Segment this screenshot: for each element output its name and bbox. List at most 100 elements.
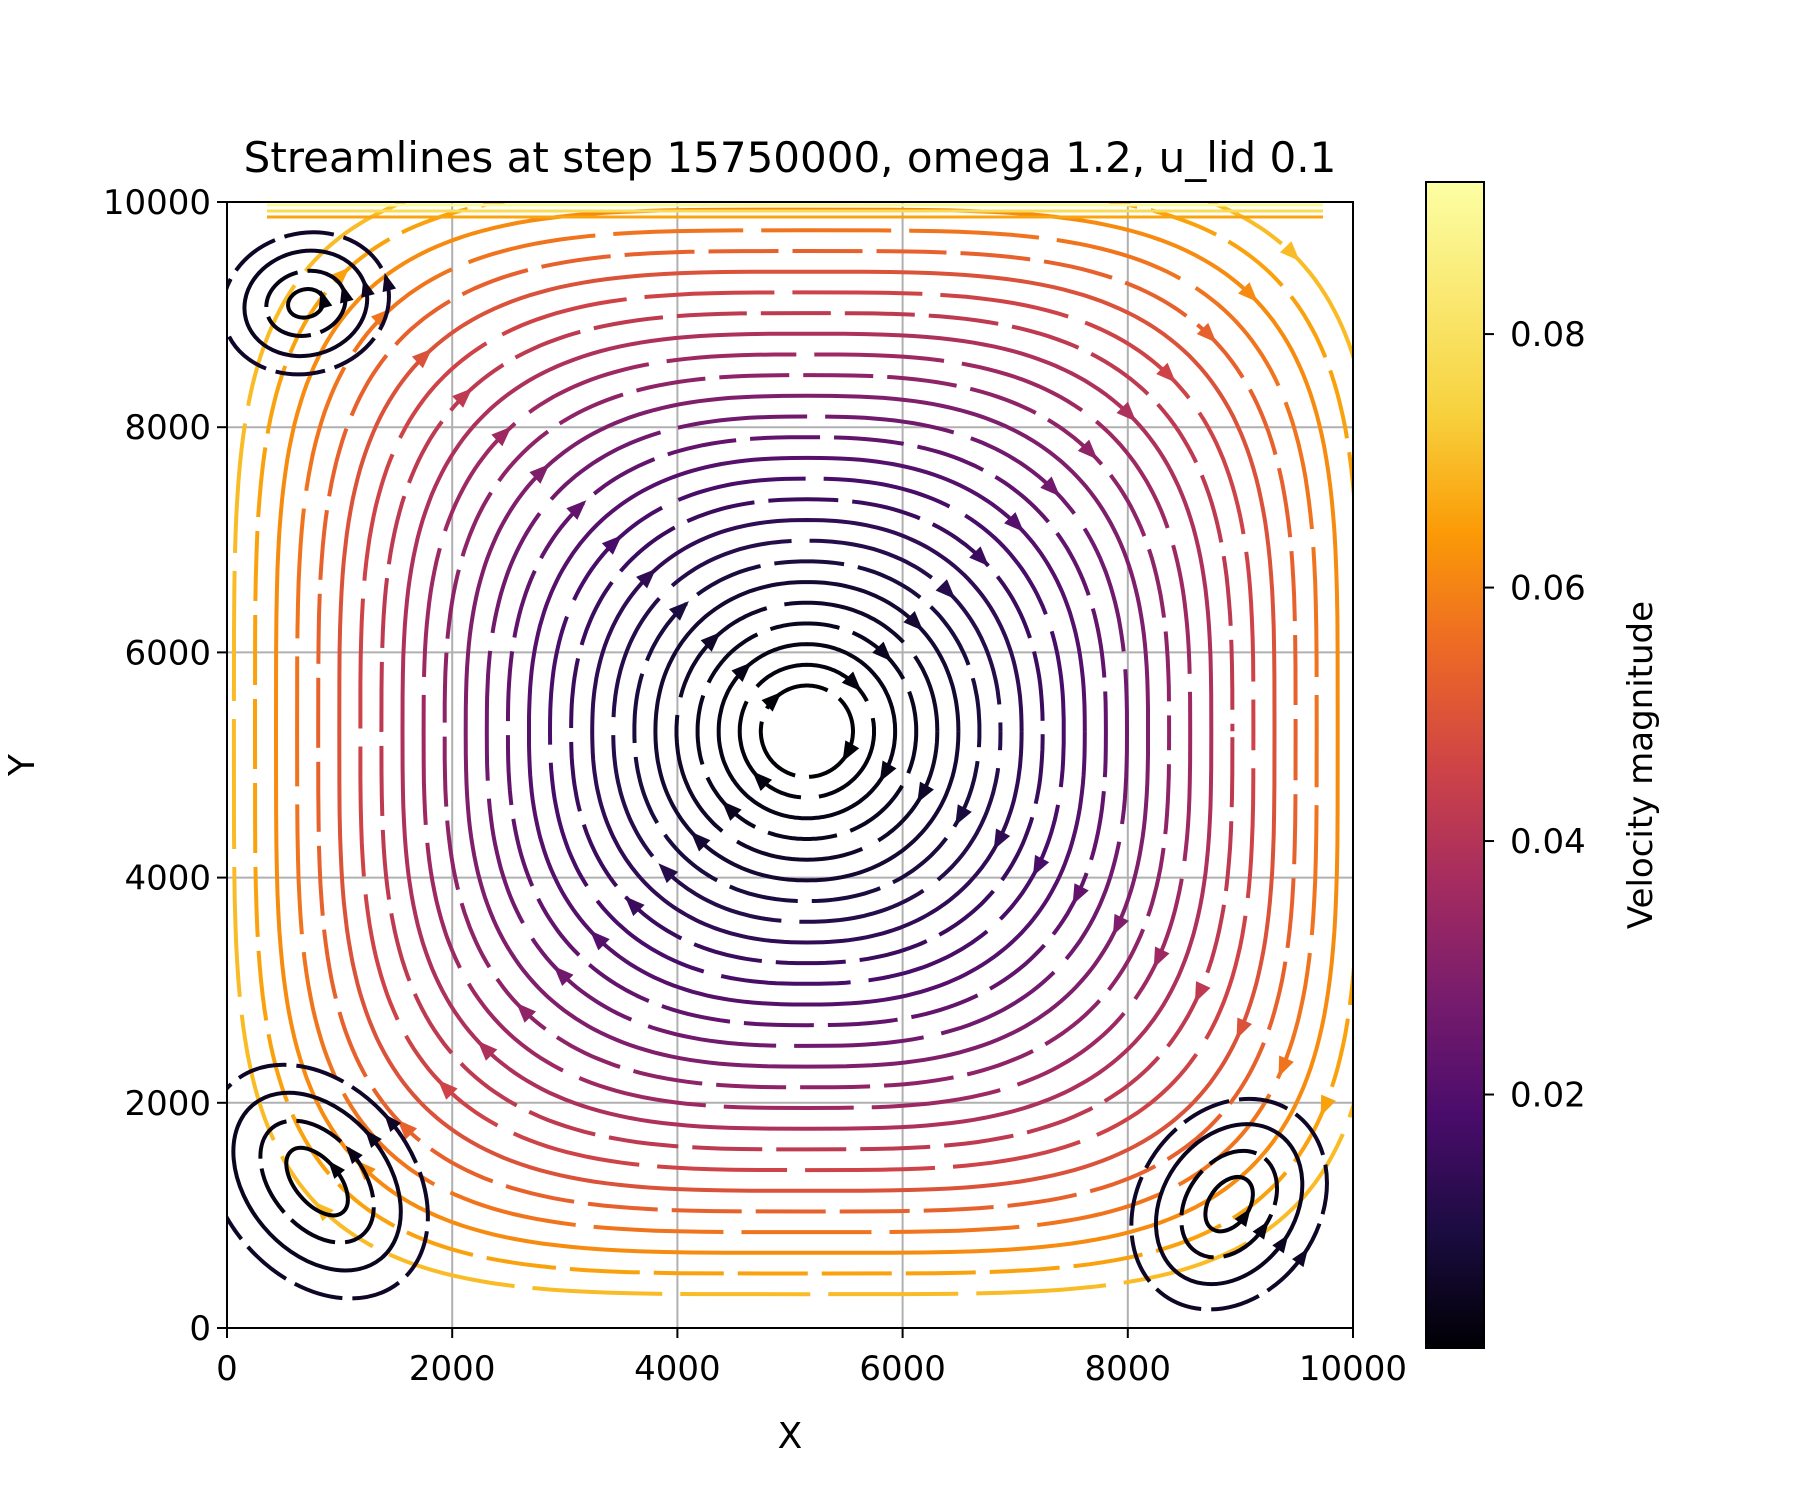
streamline-arrow <box>872 641 892 662</box>
streamline <box>442 373 1172 1090</box>
streamline-arrow <box>1077 439 1098 460</box>
streamline <box>716 642 898 821</box>
streamline <box>611 538 1003 924</box>
colorbar-label: Velocity magnitude <box>1621 601 1661 929</box>
streamline <box>505 435 1108 1028</box>
streamline-arrow <box>516 1002 537 1023</box>
streamline-arrow <box>1252 1220 1269 1240</box>
streamline-arrow <box>397 1119 418 1140</box>
streamline-arrow <box>721 800 742 821</box>
streamline-arrow <box>1072 883 1089 905</box>
y-tick-label: 0 <box>189 1309 211 1349</box>
streamline <box>569 497 1045 966</box>
streamline-arrow <box>553 966 574 986</box>
streamline-arrow <box>1112 913 1129 936</box>
streamline-arrow <box>329 267 350 288</box>
streamline-arrow <box>477 1040 498 1061</box>
y-tick-label: 4000 <box>124 859 211 899</box>
streamline <box>421 352 1193 1111</box>
streamline-arrow <box>690 831 711 852</box>
colorbar-ticks: 0.02 0.04 0.06 0.08 <box>1484 315 1586 1116</box>
streamline <box>337 269 1277 1193</box>
streamline <box>484 414 1129 1048</box>
chart-title: Streamlines at step 15750000, omega 1.2,… <box>244 133 1337 182</box>
streamline-arrow <box>328 1160 346 1179</box>
streamline-arrow <box>361 278 375 298</box>
streamline-arrow <box>879 760 897 782</box>
x-tick-label: 2000 <box>409 1349 496 1389</box>
streamline <box>674 600 940 862</box>
streamline-arrow <box>752 771 773 792</box>
grid-lines <box>227 202 1353 1328</box>
streamline <box>695 621 919 841</box>
streamline-arrow <box>1236 1017 1252 1040</box>
y-tick-label: 2000 <box>124 1084 211 1124</box>
streamline-arrow <box>1004 512 1024 532</box>
x-tick-label: 4000 <box>634 1349 721 1389</box>
secondary-vortex-streamline <box>1153 1122 1305 1287</box>
streamline-arrow <box>668 601 689 621</box>
streamline-arrow <box>1272 1234 1289 1254</box>
y-tick-label: 10000 <box>103 183 211 223</box>
streamline-arrow <box>437 1079 458 1100</box>
streamline-arrow <box>1116 401 1137 422</box>
secondary-vortex-streamline <box>1179 1148 1279 1260</box>
streamline <box>758 683 855 779</box>
streamline-arrow <box>340 284 354 304</box>
streamline-arrow <box>624 896 645 917</box>
streamline-arrow <box>955 804 972 826</box>
streamline-arrow <box>1234 1208 1251 1227</box>
y-tick-label: 6000 <box>124 633 211 673</box>
streamline-arrow <box>1040 476 1061 497</box>
streamline-arrow <box>1278 1055 1294 1077</box>
secondary-vortex-streamline <box>227 230 391 377</box>
streamline-arrow <box>491 426 512 447</box>
x-tick-label: 6000 <box>859 1349 946 1389</box>
streamline <box>273 207 1340 1255</box>
streamline-arrow <box>411 348 432 369</box>
streamline-arrow <box>1194 981 1211 1003</box>
streamline-arrow <box>903 610 924 631</box>
streamline-arrow <box>364 1129 382 1148</box>
streamline-arrow <box>382 272 397 293</box>
streamline-arrow <box>842 740 860 762</box>
streamline-arrow <box>935 579 956 600</box>
streamline-arrow <box>1153 946 1170 969</box>
colorbar-tick-label: 0.04 <box>1510 822 1586 862</box>
streamline-arrow <box>841 671 862 692</box>
y-axis-label: Y <box>2 753 43 777</box>
streamline-arrow <box>731 662 752 682</box>
streamline <box>379 311 1235 1152</box>
streamline <box>463 393 1150 1069</box>
streamline <box>400 331 1214 1131</box>
x-axis-label: X <box>778 1416 803 1457</box>
streamline <box>252 202 1353 1276</box>
streamline-arrow <box>658 863 679 884</box>
streamline-arrow <box>993 828 1011 850</box>
colorbar-tick-label: 0.02 <box>1510 1076 1586 1116</box>
y-tick-label: 8000 <box>124 408 211 448</box>
streamline-arrow <box>1238 282 1258 303</box>
streamline-arrow <box>1156 362 1176 383</box>
streamline-arrow <box>1279 241 1300 262</box>
streamline <box>316 248 1298 1214</box>
streamline-arrow <box>1320 1094 1336 1117</box>
streamline-arrow <box>761 691 782 712</box>
colorbar-tick-label: 0.08 <box>1510 315 1586 355</box>
streamline-arrow <box>1292 1248 1309 1268</box>
streamlines <box>227 202 1353 1312</box>
streamline <box>653 580 961 883</box>
streamline-arrow <box>1196 322 1217 343</box>
x-tick-label: 10000 <box>1299 1349 1407 1389</box>
plot-frame <box>226 201 1354 1329</box>
streamline <box>527 455 1087 1007</box>
streamline-arrow <box>529 464 550 484</box>
x-tick-label: 8000 <box>1085 1349 1172 1389</box>
streamline-arrow <box>601 535 622 555</box>
streamline <box>358 290 1256 1173</box>
secondary-vortex-streamline <box>231 1090 403 1273</box>
streamline-arrow <box>318 290 333 310</box>
y-axis-ticks: 0 2000 4000 6000 8000 10000 <box>103 183 227 1349</box>
streamline-arrow <box>384 1113 402 1132</box>
